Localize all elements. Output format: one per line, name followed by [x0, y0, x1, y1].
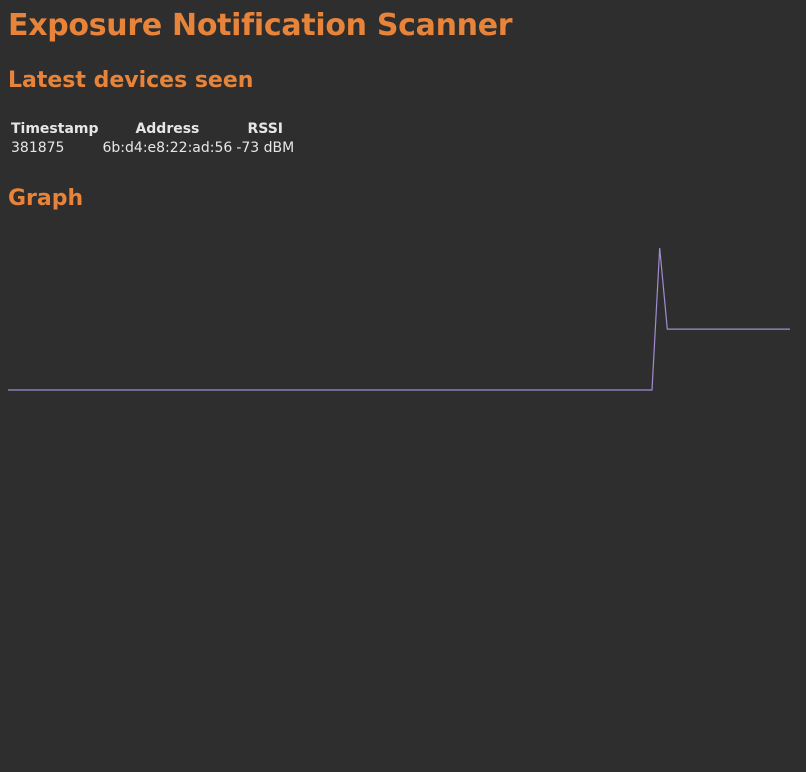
table-header-row: Timestamp Address RSSI — [10, 120, 295, 138]
graph-series-line — [8, 247, 790, 391]
page-title: Exposure Notification Scanner — [8, 8, 513, 43]
rssi-graph — [8, 247, 790, 391]
column-header-timestamp: Timestamp — [11, 121, 99, 137]
table-row: 381875 6b:d4:e8:22:ad:56 -73 dBM — [10, 140, 295, 156]
graph-heading: Graph — [8, 186, 84, 211]
column-header-address: Address — [135, 121, 200, 137]
column-header-rssi: RSSI — [247, 121, 284, 137]
devices-table: Timestamp Address RSSI 381875 6b:d4:e8:2… — [8, 118, 297, 158]
latest-devices-heading: Latest devices seen — [8, 68, 254, 93]
cell-address: 6b:d4:e8:22:ad:56 — [102, 140, 233, 156]
cell-rssi: -73 dBM — [236, 140, 295, 156]
cell-timestamp: 381875 — [11, 140, 65, 156]
